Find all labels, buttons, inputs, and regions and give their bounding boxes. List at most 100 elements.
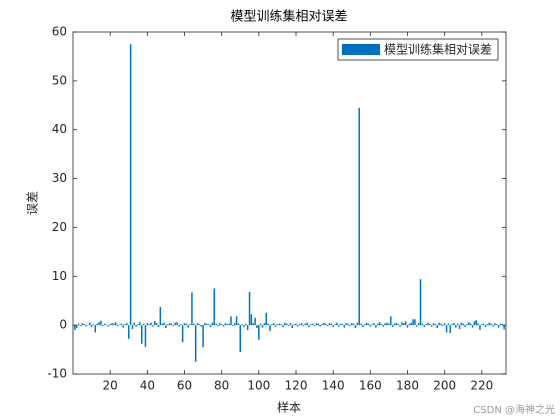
bar (438, 322, 440, 326)
bar (174, 322, 176, 326)
bar (92, 324, 95, 326)
bar (87, 324, 89, 326)
bar (345, 323, 347, 326)
bar (213, 288, 215, 326)
bar (336, 322, 338, 326)
bar (170, 323, 173, 326)
bar (241, 324, 243, 326)
bar (393, 323, 396, 326)
bar (445, 325, 448, 333)
bar (232, 325, 234, 327)
bar (339, 323, 342, 326)
bar (103, 323, 106, 326)
bar (443, 323, 446, 326)
bar (100, 320, 102, 326)
bar (271, 324, 273, 326)
bar (412, 319, 414, 326)
bar (495, 324, 498, 326)
bar (436, 325, 438, 329)
bar (245, 323, 247, 326)
bar (152, 325, 154, 327)
bar (202, 325, 204, 348)
y-tick-label: 30 (52, 171, 67, 185)
bar (382, 325, 385, 327)
bar (233, 323, 236, 326)
bar (254, 317, 256, 326)
x-tick-label: 100 (247, 379, 270, 393)
bar (211, 322, 214, 326)
x-tick-label: 160 (359, 379, 382, 393)
bar (85, 325, 87, 327)
bar (417, 323, 420, 326)
bar (317, 323, 320, 326)
bar (267, 323, 269, 326)
bar (126, 323, 128, 326)
bar (341, 324, 344, 326)
bar (239, 325, 241, 353)
bar (310, 324, 312, 326)
bar (129, 44, 132, 326)
bar (144, 325, 147, 348)
bar (135, 325, 137, 327)
bar (263, 323, 266, 326)
bar (207, 324, 210, 326)
bar (371, 324, 373, 326)
bar (120, 323, 123, 326)
bar (302, 325, 305, 327)
bar (226, 324, 228, 326)
bar (324, 323, 327, 326)
bar (122, 325, 124, 328)
x-tick-label: 200 (433, 379, 456, 393)
bar (165, 325, 167, 329)
bar (105, 324, 108, 326)
axes-box (72, 31, 507, 375)
x-tick-label: 20 (103, 379, 118, 393)
bar (356, 322, 359, 326)
bar (388, 323, 390, 326)
bar (365, 322, 368, 326)
bar (146, 323, 149, 326)
bar (178, 325, 180, 327)
bar (291, 325, 294, 329)
bar (141, 325, 143, 344)
bar (460, 322, 463, 326)
bar (354, 325, 357, 329)
bar (378, 322, 381, 326)
bar (274, 325, 277, 327)
bar (157, 325, 160, 328)
bar (453, 323, 455, 326)
bar (449, 325, 451, 333)
bar (155, 323, 158, 326)
bar (304, 323, 307, 326)
x-tick-label: 140 (322, 379, 345, 393)
y-tick-label: -10 (47, 367, 67, 381)
bar (79, 325, 82, 327)
bar (315, 323, 318, 326)
bar (295, 323, 297, 326)
x-tick-label: 120 (285, 379, 308, 393)
bar (215, 323, 217, 326)
bar (332, 325, 334, 328)
bar (116, 325, 119, 327)
bar (330, 323, 333, 326)
y-tick-label: 40 (52, 122, 67, 136)
bar (287, 325, 290, 327)
bar (298, 324, 301, 326)
bar (243, 325, 245, 328)
bar (425, 324, 427, 326)
bar (101, 325, 104, 327)
bar (408, 323, 411, 326)
bar (469, 323, 472, 326)
bar (334, 324, 336, 326)
bar (471, 325, 474, 328)
bar (499, 323, 502, 326)
bar (183, 323, 186, 326)
bar (488, 322, 491, 326)
bar (96, 323, 98, 326)
bar (250, 314, 253, 326)
bar (206, 323, 208, 326)
bar (185, 323, 188, 326)
legend-swatch (342, 44, 380, 55)
bar (429, 323, 431, 326)
